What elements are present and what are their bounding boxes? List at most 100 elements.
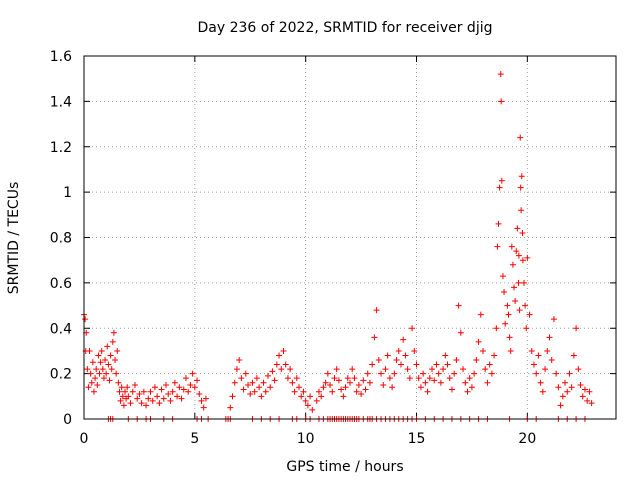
- data-point: [256, 384, 263, 391]
- data-point: [227, 404, 234, 411]
- data-point: [442, 352, 449, 359]
- data-point: [327, 381, 334, 388]
- data-point: [493, 325, 500, 332]
- data-point: [557, 402, 564, 409]
- data-point: [455, 302, 462, 309]
- data-point: [154, 393, 161, 400]
- data-point: [182, 375, 189, 382]
- data-point: [333, 366, 340, 373]
- data-point: [548, 357, 555, 364]
- data-point: [389, 384, 396, 391]
- data-point: [573, 325, 580, 332]
- data-point: [386, 375, 393, 382]
- data-point: [202, 395, 209, 402]
- data-point: [95, 352, 102, 359]
- data-point: [140, 388, 147, 395]
- data-point: [253, 375, 260, 382]
- data-point: [94, 381, 101, 388]
- data-point: [200, 404, 207, 411]
- data-point: [92, 375, 99, 382]
- data-point: [411, 347, 418, 354]
- data-point: [120, 402, 127, 409]
- data-point: [107, 352, 114, 359]
- data-point: [464, 388, 471, 395]
- data-point: [397, 361, 404, 368]
- data-point: [271, 377, 278, 384]
- data-point: [499, 273, 506, 280]
- data-point: [507, 347, 514, 354]
- data-point: [262, 388, 269, 395]
- y-tick-label: 1.2: [50, 140, 72, 156]
- data-point: [302, 397, 309, 404]
- data-point: [517, 134, 524, 141]
- data-point: [103, 370, 110, 377]
- data-point: [116, 388, 123, 395]
- data-point: [298, 393, 305, 400]
- data-point: [369, 361, 376, 368]
- data-point: [524, 254, 531, 261]
- data-point: [113, 370, 120, 377]
- data-point: [420, 370, 427, 377]
- data-point: [176, 384, 183, 391]
- data-point: [513, 248, 520, 255]
- data-point: [100, 375, 107, 382]
- data-point: [129, 388, 136, 395]
- data-point: [515, 252, 522, 259]
- data-point: [542, 366, 549, 373]
- data-point: [519, 257, 526, 264]
- data-point: [446, 375, 453, 382]
- data-point: [238, 375, 245, 382]
- data-point: [395, 347, 402, 354]
- data-point: [93, 366, 100, 373]
- data-point: [433, 361, 440, 368]
- data-point: [105, 361, 112, 368]
- data-point: [240, 386, 247, 393]
- data-point: [504, 302, 511, 309]
- data-point: [151, 384, 158, 391]
- data-point: [497, 71, 504, 78]
- data-point: [180, 386, 187, 393]
- data-point: [231, 379, 238, 386]
- data-point: [496, 184, 503, 191]
- data-point: [415, 375, 422, 382]
- data-point: [329, 388, 336, 395]
- y-axis-label: SRMTID / TECUs: [6, 182, 22, 295]
- data-point: [588, 400, 595, 407]
- data-point: [160, 395, 167, 402]
- data-point: [134, 395, 141, 402]
- data-point: [539, 388, 546, 395]
- data-point: [90, 388, 97, 395]
- plot-border: [83, 55, 617, 420]
- data-point: [371, 334, 378, 341]
- data-point: [307, 393, 314, 400]
- data-point: [291, 388, 298, 395]
- data-point: [378, 370, 385, 377]
- data-point: [533, 370, 540, 377]
- data-point: [498, 177, 505, 184]
- data-point: [462, 379, 469, 386]
- data-point: [318, 393, 325, 400]
- data-point: [115, 379, 122, 386]
- data-point: [335, 377, 342, 384]
- data-point: [498, 98, 505, 105]
- data-point: [564, 388, 571, 395]
- data-point: [114, 347, 121, 354]
- data-point: [198, 397, 205, 404]
- data-point: [515, 279, 522, 286]
- data-point: [313, 397, 320, 404]
- data-point: [550, 316, 557, 323]
- data-point: [505, 311, 512, 318]
- data-point: [96, 370, 103, 377]
- y-tick-label: 1.6: [50, 49, 72, 65]
- data-point: [324, 370, 331, 377]
- data-point: [440, 366, 447, 373]
- data-point: [187, 381, 194, 388]
- data-point: [287, 366, 294, 373]
- data-point: [466, 375, 473, 382]
- data-point: [413, 361, 420, 368]
- data-point: [375, 357, 382, 364]
- data-point: [347, 379, 353, 386]
- data-point: [491, 352, 498, 359]
- data-point: [309, 406, 316, 413]
